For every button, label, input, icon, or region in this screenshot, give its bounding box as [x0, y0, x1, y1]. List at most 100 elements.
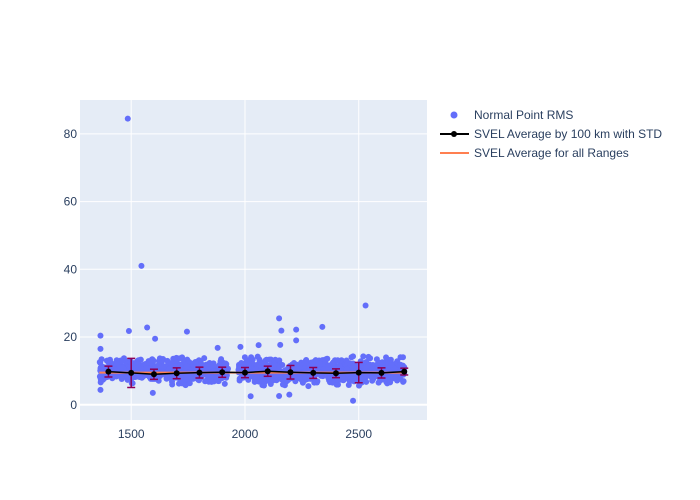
data-point — [97, 374, 104, 381]
data-point — [177, 355, 184, 362]
data-point — [334, 357, 341, 364]
data-point — [325, 363, 332, 370]
data-point — [163, 374, 170, 381]
average-line — [108, 370, 405, 376]
data-point — [218, 356, 225, 363]
data-point — [388, 362, 395, 369]
range-average-series — [104, 357, 409, 389]
data-point — [125, 327, 132, 334]
data-point — [215, 378, 222, 384]
data-point — [119, 358, 126, 365]
data-point — [98, 364, 104, 371]
data-point — [254, 376, 260, 382]
data-point — [293, 337, 300, 344]
data-point — [197, 358, 204, 365]
average-marker — [219, 369, 226, 376]
x-tick-label: 2500 — [345, 427, 372, 441]
legend-marker-dot — [450, 111, 458, 119]
average-marker — [173, 370, 180, 377]
data-point — [237, 343, 244, 350]
legend[interactable]: Normal Point RMS SVEL Average by 100 km … — [440, 108, 662, 160]
data-point — [249, 356, 256, 363]
data-point — [118, 376, 125, 382]
data-point — [279, 381, 286, 388]
data-point — [373, 356, 380, 363]
legend-item-svel-average-all-ranges[interactable]: SVEL Average for all Ranges — [440, 146, 629, 160]
data-point — [166, 366, 173, 373]
data-point — [321, 356, 328, 363]
data-point — [306, 363, 313, 370]
data-point — [363, 378, 370, 385]
data-point — [246, 373, 253, 380]
y-tick-label: 60 — [64, 195, 78, 209]
data-point — [345, 382, 352, 388]
y-axis-tick-labels: 0 20 40 60 80 — [64, 127, 78, 412]
average-marker — [401, 368, 408, 375]
data-point — [276, 315, 283, 322]
y-tick-label: 80 — [64, 127, 78, 141]
data-point — [183, 328, 190, 335]
average-marker — [332, 370, 339, 377]
data-point — [97, 332, 104, 339]
average-marker — [287, 369, 294, 376]
data-point — [237, 364, 244, 371]
legend-label: Normal Point RMS — [474, 108, 573, 122]
data-point — [138, 262, 145, 269]
data-point — [367, 355, 374, 362]
gridlines — [80, 100, 427, 420]
data-point — [98, 356, 105, 363]
average-marker — [128, 369, 135, 376]
data-point — [350, 353, 357, 360]
data-point — [276, 392, 283, 399]
data-point — [335, 381, 341, 388]
x-tick-label: 2000 — [232, 427, 259, 441]
data-point — [269, 377, 276, 383]
data-point — [350, 365, 357, 372]
data-point — [339, 376, 346, 383]
data-point — [208, 378, 215, 385]
data-point — [182, 382, 189, 389]
legend-label: SVEL Average for all Ranges — [474, 146, 629, 160]
data-point — [262, 378, 268, 385]
data-point — [279, 362, 286, 368]
data-point — [113, 360, 120, 367]
data-point — [183, 363, 190, 370]
data-point — [126, 358, 133, 365]
data-point — [119, 364, 126, 371]
data-point — [138, 366, 145, 373]
data-point — [397, 354, 404, 361]
legend-item-svel-average-by-100km[interactable]: SVEL Average by 100 km with STD — [440, 127, 662, 141]
data-point — [273, 372, 279, 379]
data-point — [277, 341, 284, 348]
average-marker — [196, 369, 203, 376]
data-point — [319, 323, 326, 330]
data-point — [383, 354, 390, 361]
y-tick-label: 20 — [64, 330, 78, 344]
data-point — [241, 354, 248, 361]
data-point — [293, 374, 300, 381]
legend-item-normal-point-rms[interactable]: Normal Point RMS — [450, 108, 574, 122]
average-marker — [264, 368, 271, 375]
data-point — [135, 361, 142, 368]
average-marker — [378, 369, 385, 376]
average-marker — [150, 371, 157, 378]
data-point — [393, 374, 400, 381]
data-point — [336, 363, 343, 370]
data-point — [286, 391, 293, 398]
data-point — [311, 379, 318, 386]
data-point — [362, 302, 369, 309]
data-point — [316, 360, 323, 367]
data-point — [201, 355, 208, 362]
data-point — [225, 365, 231, 372]
data-point — [272, 356, 279, 363]
data-point — [255, 342, 262, 349]
data-point — [97, 386, 104, 393]
legend-marker-black — [451, 131, 457, 137]
data-point — [350, 397, 357, 404]
data-point — [124, 115, 131, 122]
data-point — [221, 380, 228, 387]
x-tick-label: 1500 — [118, 427, 145, 441]
data-point — [396, 362, 403, 369]
x-axis-tick-labels: 1500 2000 2500 — [118, 427, 373, 441]
